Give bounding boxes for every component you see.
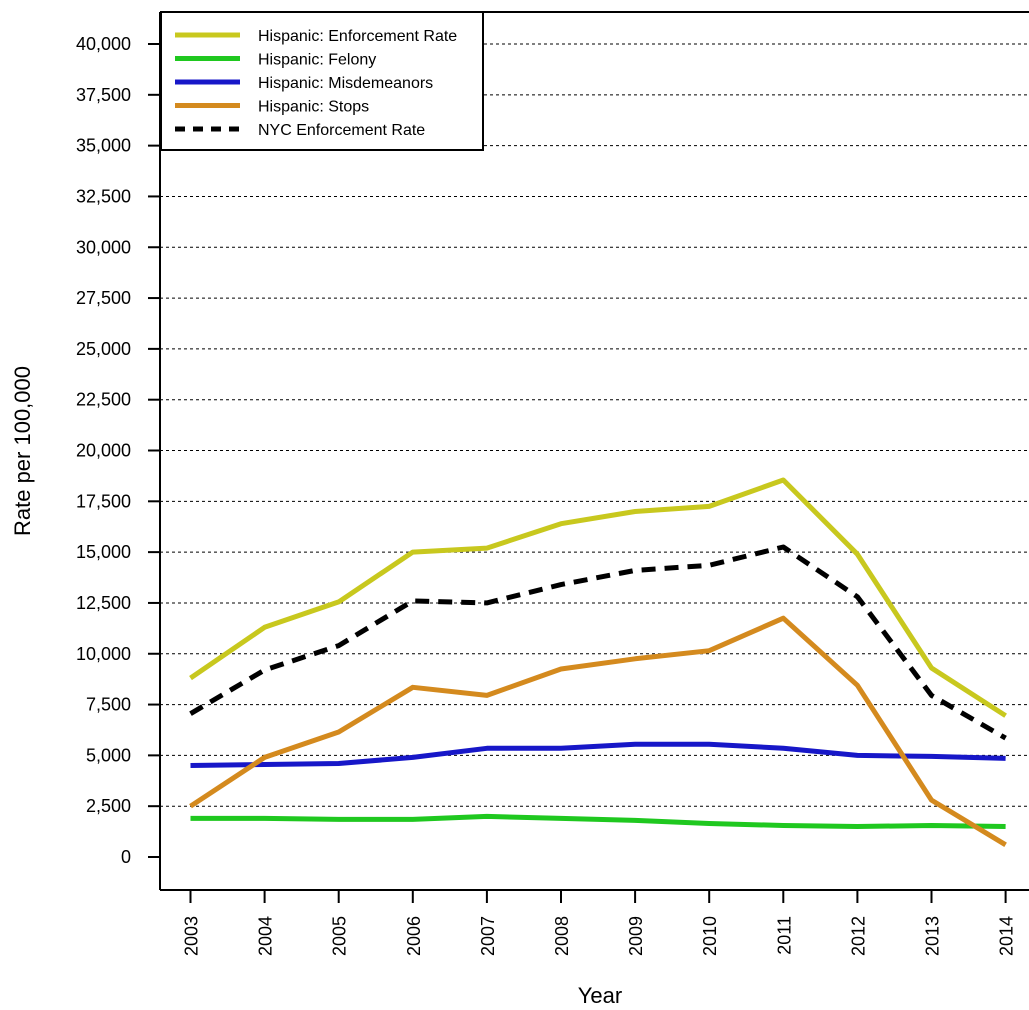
- y-tick-label: 27,500: [76, 288, 131, 308]
- y-tick-label: 15,000: [76, 542, 131, 562]
- y-tick-label: 0: [121, 847, 131, 867]
- legend-label: NYC Enforcement Rate: [258, 122, 425, 139]
- y-tick-label: 20,000: [76, 441, 131, 461]
- x-tick-label: 2011: [774, 916, 794, 955]
- series-line-0: [189, 477, 1007, 718]
- y-tick-label: 37,500: [76, 85, 131, 105]
- y-tick-label: 7,500: [86, 695, 131, 715]
- y-axis-ticks: 0 2,500 5,000 7,500 10,000 12,500 15,000 17,500…: [76, 34, 160, 867]
- series-line-3: [189, 615, 1007, 847]
- legend: Hispanic: Enforcement Rate Hispanic: Felo…: [160, 11, 484, 151]
- legend-label: Hispanic: Felony: [258, 52, 376, 69]
- y-axis-title: Rate per 100,000: [10, 366, 35, 536]
- y-tick-label: 35,000: [76, 136, 131, 156]
- y-tick-label: 40,000: [76, 34, 131, 54]
- y-tick-label: 12,500: [76, 593, 131, 613]
- x-tick-label: 2005: [330, 916, 350, 956]
- series-line-2: [190, 741, 1006, 768]
- gridlines: [160, 43, 1029, 807]
- y-tick-label: 32,500: [76, 186, 131, 206]
- x-tick-label: 2012: [848, 916, 868, 956]
- legend-label: Hispanic: Misdemeanors: [258, 75, 433, 92]
- series-line-4: [189, 544, 1007, 741]
- legend-label: Hispanic: Enforcement Rate: [258, 28, 457, 45]
- x-tick-label: 2009: [626, 916, 646, 956]
- x-tick-label: 2006: [404, 916, 424, 956]
- y-tick-label: 17,500: [76, 491, 131, 511]
- x-tick-label: 2010: [700, 916, 720, 956]
- x-tick-label: 2008: [552, 916, 572, 956]
- x-tick-label: 2013: [923, 916, 943, 956]
- series-line-1: [190, 813, 1006, 829]
- legend-label: Hispanic: Stops: [258, 99, 369, 116]
- y-tick-label: 30,000: [76, 237, 131, 257]
- x-axis-ticks: 2003 2004 2005 2006 2007 2008 2009 2010 2011 2012…: [182, 890, 1017, 956]
- x-tick-label: 2003: [182, 916, 202, 956]
- y-tick-label: 10,000: [76, 644, 131, 664]
- y-tick-label: 22,500: [76, 390, 131, 410]
- y-tick-label: 25,000: [76, 339, 131, 359]
- x-tick-label: 2014: [997, 916, 1017, 956]
- y-tick-label: 5,000: [86, 745, 131, 765]
- x-axis-title: Year: [578, 983, 622, 1008]
- y-tick-label: 2,500: [86, 796, 131, 816]
- x-tick-label: 2004: [256, 916, 276, 956]
- series-lines: [189, 477, 1007, 847]
- x-tick-label: 2007: [478, 916, 498, 956]
